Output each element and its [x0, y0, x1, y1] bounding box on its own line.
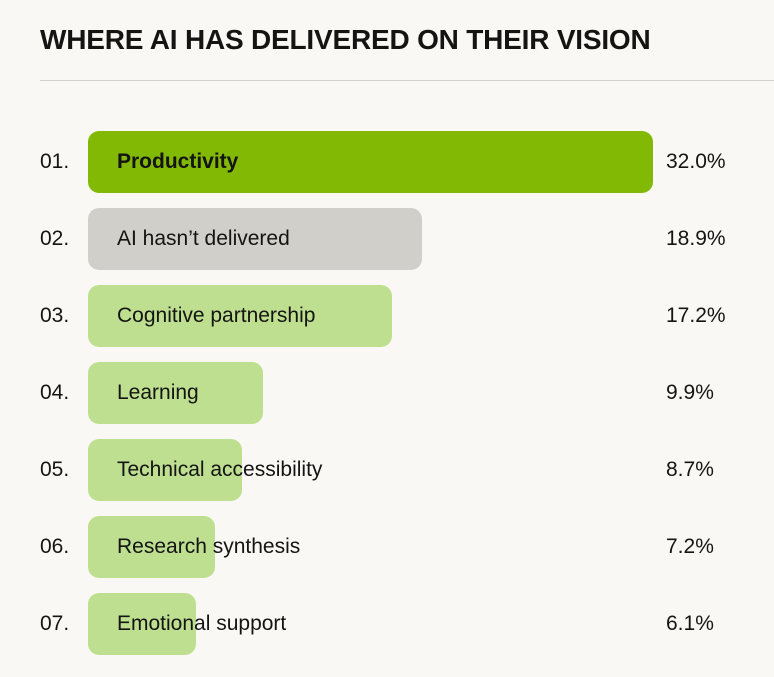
- bar-row: 02. AI hasn’t delivered 18.9%: [0, 208, 774, 270]
- rank-label: 03.: [40, 304, 70, 327]
- category-label: Productivity: [117, 150, 239, 173]
- category-label: Research synthesis: [117, 535, 301, 558]
- category-label: Cognitive partnership: [117, 304, 316, 327]
- bar: [88, 593, 196, 655]
- bar-row: 06. Research synthesis 7.2%: [0, 516, 774, 578]
- bar-row: 01. Productivity 32.0%: [0, 131, 774, 193]
- value-label: 9.9%: [666, 381, 714, 404]
- bar: [88, 208, 422, 270]
- chart-title: WHERE AI HAS DELIVERED ON THEIR VISION: [40, 24, 651, 55]
- bar-row: 07. Emotional support 6.1%: [0, 593, 774, 655]
- value-label: 32.0%: [666, 150, 726, 173]
- category-label: Emotional support: [117, 612, 287, 635]
- rank-label: 04.: [40, 381, 70, 404]
- bar: [88, 285, 392, 347]
- category-label: Technical accessibility: [117, 458, 323, 481]
- title-divider: [40, 80, 774, 81]
- value-label: 8.7%: [666, 458, 714, 481]
- value-label: 18.9%: [666, 227, 726, 250]
- bar: [88, 362, 263, 424]
- category-label: Learning: [117, 381, 199, 404]
- rank-label: 01.: [40, 150, 70, 173]
- value-label: 7.2%: [666, 535, 714, 558]
- rank-label: 02.: [40, 227, 70, 250]
- value-label: 17.2%: [666, 304, 726, 327]
- rank-label: 05.: [40, 458, 70, 481]
- bar: [88, 131, 653, 193]
- bar-row: 05. Technical accessibility 8.7%: [0, 439, 774, 501]
- bar-row: 03. Cognitive partnership 17.2%: [0, 285, 774, 347]
- bar: [88, 516, 215, 578]
- category-label: AI hasn’t delivered: [117, 227, 290, 250]
- value-label: 6.1%: [666, 612, 714, 635]
- rank-label: 07.: [40, 612, 70, 635]
- bar-row: 04. Learning 9.9%: [0, 362, 774, 424]
- bar: [88, 439, 242, 501]
- rank-label: 06.: [40, 535, 70, 558]
